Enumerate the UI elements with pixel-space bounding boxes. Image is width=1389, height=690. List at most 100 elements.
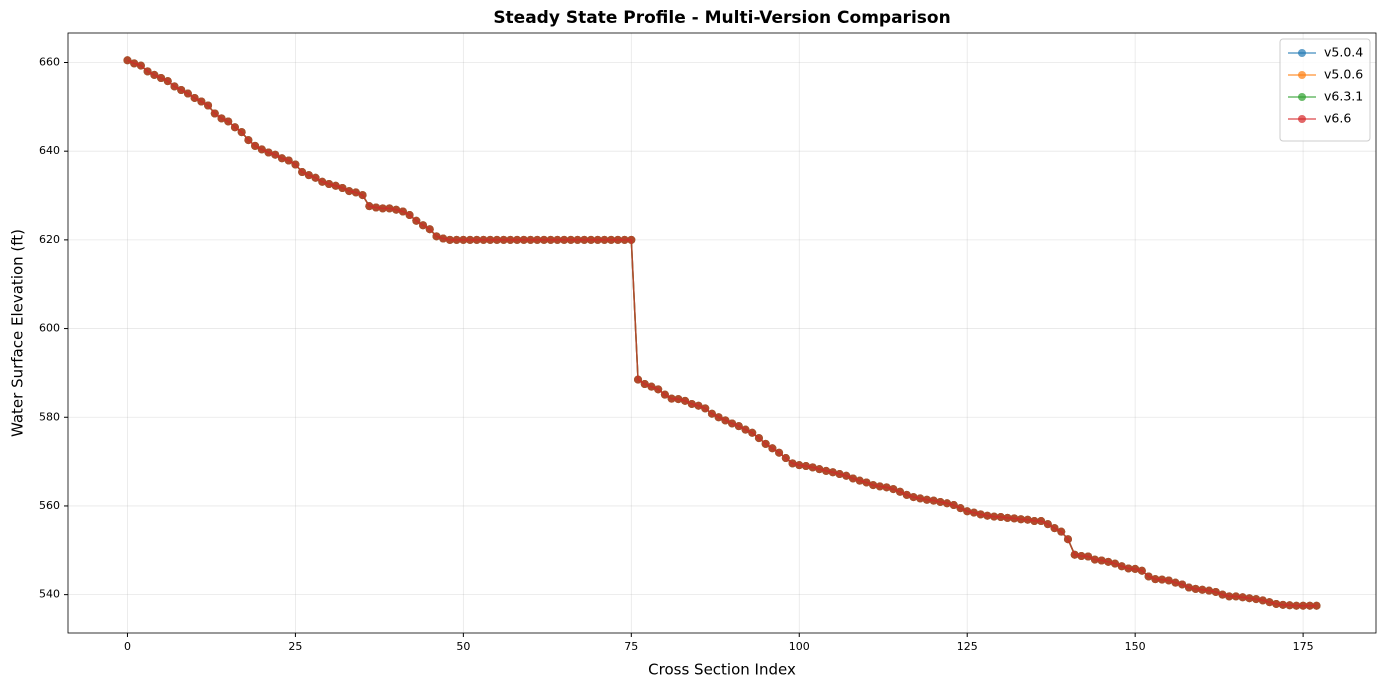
marker <box>882 483 891 492</box>
marker <box>345 187 354 196</box>
marker <box>593 235 602 244</box>
marker <box>1299 601 1308 610</box>
marker <box>634 375 643 384</box>
marker <box>405 211 414 220</box>
marker <box>1151 575 1160 584</box>
marker <box>190 93 199 102</box>
marker <box>1090 555 1099 564</box>
marker <box>130 59 139 68</box>
marker <box>150 70 159 79</box>
marker <box>170 82 179 91</box>
marker <box>1144 572 1153 581</box>
marker <box>479 235 488 244</box>
marker <box>157 74 166 83</box>
marker <box>1117 562 1126 571</box>
marker <box>445 235 454 244</box>
legend-label: v5.0.6 <box>1324 67 1363 82</box>
marker <box>620 235 629 244</box>
marker <box>869 481 878 490</box>
marker <box>734 422 743 431</box>
marker <box>754 434 763 443</box>
marker <box>378 204 387 213</box>
marker <box>1312 601 1321 610</box>
marker <box>1070 550 1079 559</box>
marker <box>828 468 837 477</box>
y-tick-label: 580 <box>39 410 60 423</box>
marker <box>324 179 333 188</box>
marker <box>936 497 945 506</box>
marker <box>1023 515 1032 524</box>
marker <box>351 188 360 197</box>
marker <box>1292 601 1301 610</box>
marker <box>432 232 441 241</box>
y-tick-label: 600 <box>39 322 60 335</box>
marker <box>1178 580 1187 589</box>
marker <box>1238 593 1247 602</box>
marker <box>573 235 582 244</box>
marker <box>976 510 985 519</box>
x-tick-label: 125 <box>957 640 978 653</box>
marker <box>963 507 972 516</box>
y-tick-label: 660 <box>39 55 60 68</box>
marker <box>969 508 978 517</box>
marker <box>681 396 690 405</box>
marker <box>553 235 562 244</box>
marker <box>1037 517 1046 526</box>
marker <box>546 235 555 244</box>
marker <box>701 404 710 413</box>
marker <box>291 160 300 169</box>
marker <box>1171 578 1180 587</box>
marker <box>385 204 394 213</box>
marker <box>224 117 233 126</box>
marker <box>1272 599 1281 608</box>
marker <box>721 416 730 425</box>
marker <box>304 171 313 180</box>
marker <box>1164 576 1173 585</box>
marker <box>815 465 824 474</box>
marker <box>1016 515 1025 524</box>
marker <box>298 168 307 177</box>
marker <box>1231 592 1240 601</box>
y-tick-label: 540 <box>39 588 60 601</box>
marker <box>1278 600 1287 609</box>
marker <box>358 191 367 200</box>
marker <box>1184 583 1193 592</box>
marker <box>244 136 253 145</box>
plot-frame <box>67 32 1377 634</box>
marker <box>761 439 770 448</box>
marker <box>1225 592 1234 601</box>
marker <box>580 235 589 244</box>
marker <box>230 123 239 132</box>
legend-label: v6.6 <box>1324 111 1351 126</box>
marker <box>136 61 145 70</box>
marker <box>654 385 663 394</box>
marker <box>163 77 172 86</box>
marker <box>687 399 696 408</box>
marker <box>990 512 999 521</box>
marker <box>1043 520 1052 529</box>
marker <box>1030 517 1039 526</box>
marker <box>513 235 522 244</box>
marker <box>452 235 461 244</box>
marker <box>741 425 750 434</box>
marker <box>768 444 777 453</box>
marker <box>519 235 528 244</box>
marker <box>862 478 871 487</box>
marker <box>251 141 260 150</box>
marker <box>277 154 286 163</box>
marker <box>210 109 219 118</box>
marker <box>956 504 965 513</box>
marker <box>600 235 609 244</box>
marker <box>257 145 266 154</box>
marker <box>217 114 226 123</box>
marker <box>613 235 622 244</box>
marker <box>916 494 925 503</box>
marker <box>439 234 448 243</box>
marker <box>1258 596 1267 605</box>
x-tick-label: 50 <box>456 640 470 653</box>
marker <box>412 216 421 225</box>
marker <box>177 85 186 94</box>
chart-title: Steady State Profile - Multi-Version Com… <box>493 8 950 28</box>
